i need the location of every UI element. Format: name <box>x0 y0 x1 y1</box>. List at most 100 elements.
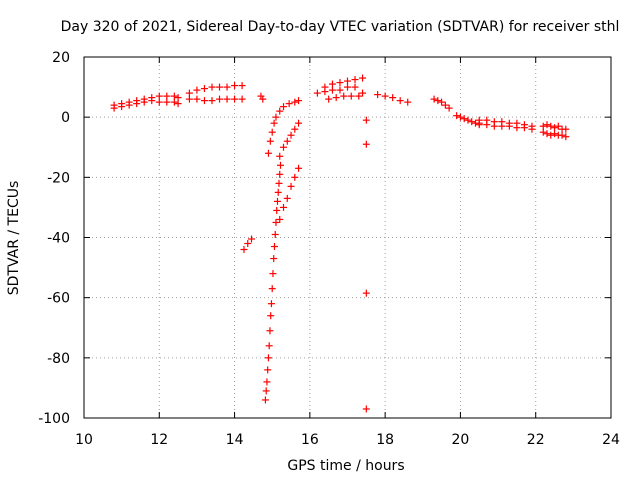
data-point <box>266 327 274 335</box>
data-point <box>208 97 216 105</box>
series <box>362 116 370 413</box>
data-point <box>155 92 163 100</box>
series <box>240 235 256 254</box>
data-point <box>238 95 246 103</box>
data-point <box>453 112 461 120</box>
x-tick-label: 14 <box>226 432 244 448</box>
x-tick-label: 18 <box>376 432 394 448</box>
data-point <box>275 179 283 187</box>
data-point <box>287 131 295 139</box>
data-point <box>280 203 288 211</box>
data-point <box>163 92 171 100</box>
data-point <box>344 77 351 85</box>
data-point <box>174 94 182 102</box>
data-point <box>273 206 281 214</box>
series <box>264 97 303 157</box>
y-axis-title: SDTVAR / TECUs <box>6 181 22 296</box>
y-tick-label: 0 <box>61 110 70 126</box>
data-point <box>231 82 239 90</box>
data-point <box>267 300 275 308</box>
data-point <box>460 115 468 123</box>
series <box>185 82 246 97</box>
series <box>539 128 570 141</box>
data-point <box>498 122 506 130</box>
data-point <box>216 95 224 103</box>
series <box>185 95 246 105</box>
y-tick-labels: 20 0 -20 -40 -60 -80 -100 <box>38 50 70 427</box>
data-point <box>264 366 272 374</box>
x-tick-label: 22 <box>527 432 545 448</box>
data-point <box>505 122 513 130</box>
y-tick-label: 20 <box>52 50 70 66</box>
data-point <box>396 97 404 105</box>
data-point <box>295 164 303 172</box>
data-point <box>170 98 178 106</box>
data-point <box>268 128 276 136</box>
data-point <box>464 116 472 124</box>
data-point <box>216 83 224 91</box>
data-point <box>155 98 163 106</box>
data-point <box>362 405 370 413</box>
data-point <box>291 173 299 181</box>
data-point <box>193 95 201 103</box>
data-point <box>270 119 278 127</box>
data-point <box>110 104 118 112</box>
data-point <box>551 124 559 132</box>
data-point <box>223 95 231 103</box>
data-point <box>355 92 363 100</box>
data-point <box>208 83 216 91</box>
axis-ticks <box>83 56 612 419</box>
data-points <box>110 74 570 413</box>
data-point <box>287 182 295 190</box>
data-point <box>295 97 303 105</box>
data-point <box>148 97 156 105</box>
data-point <box>280 143 288 151</box>
data-point <box>140 98 148 106</box>
x-tick-label: 10 <box>75 432 93 448</box>
x-tick-label: 20 <box>452 432 470 448</box>
data-point <box>351 83 359 91</box>
data-point <box>264 149 272 157</box>
data-point <box>276 170 284 178</box>
data-point <box>267 312 275 320</box>
data-point <box>276 161 284 169</box>
data-point <box>374 91 382 99</box>
data-point <box>328 86 336 94</box>
data-point <box>269 270 277 278</box>
data-point <box>118 103 126 111</box>
data-point <box>441 101 449 109</box>
data-point <box>558 131 566 139</box>
data-point <box>174 100 182 108</box>
x-axis-title: GPS time / hours <box>287 458 404 474</box>
data-point <box>200 85 208 93</box>
y-tick-label: -20 <box>47 170 70 186</box>
data-point <box>344 83 351 91</box>
y-tick-label: -80 <box>47 351 70 367</box>
data-point <box>332 94 340 102</box>
data-point <box>125 101 133 109</box>
data-point <box>430 95 438 103</box>
data-point <box>170 92 178 100</box>
data-point <box>283 194 291 202</box>
data-point <box>231 95 239 103</box>
series <box>430 95 453 112</box>
data-point <box>381 92 389 100</box>
y-tick-label: -40 <box>47 231 70 247</box>
series <box>453 112 483 127</box>
data-point <box>528 125 536 133</box>
series <box>257 92 267 103</box>
data-point <box>543 121 551 129</box>
series <box>276 164 303 223</box>
data-point <box>272 218 280 226</box>
data-point <box>264 354 272 362</box>
data-point <box>520 124 528 132</box>
series <box>374 91 412 106</box>
data-point <box>321 83 329 91</box>
y-tick-label: -100 <box>38 411 70 427</box>
data-point <box>291 125 299 133</box>
series <box>475 121 536 133</box>
data-point <box>259 95 267 103</box>
data-point <box>185 95 193 103</box>
data-point <box>434 97 442 105</box>
grid <box>84 57 611 418</box>
